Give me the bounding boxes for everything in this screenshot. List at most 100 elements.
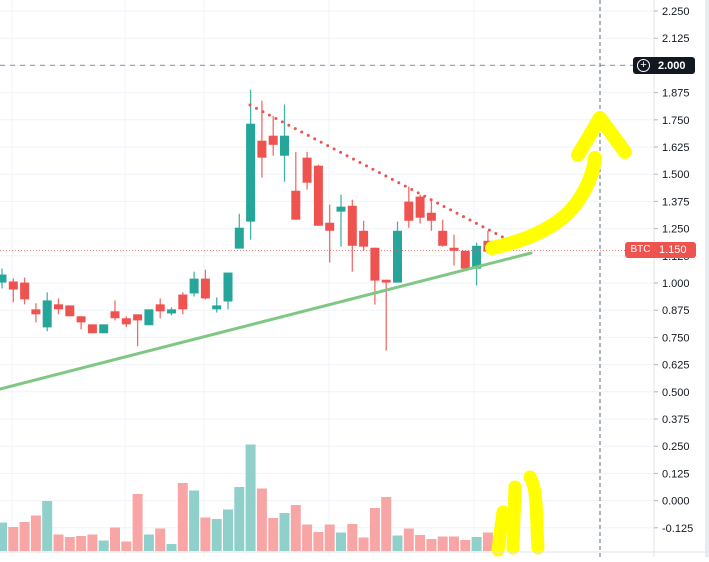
volume-bar (132, 494, 143, 551)
last-price-tag: 1.150 (656, 242, 696, 258)
candle (200, 269, 210, 300)
candle (291, 151, 301, 220)
price-tick-label: -0.125 (662, 523, 693, 535)
volume-bar (358, 537, 369, 551)
volume-bar (143, 534, 154, 551)
last-price-label: 1.150 (659, 244, 687, 256)
candle (325, 204, 335, 263)
price-tick-label: 1.250 (662, 224, 690, 236)
candle (426, 199, 436, 231)
volume-bar (121, 541, 132, 551)
volume-bar (42, 501, 53, 551)
volume-bar (279, 513, 290, 551)
candle (393, 221, 402, 283)
candle (438, 219, 448, 247)
volume-bar (415, 535, 426, 551)
price-tick-label: 0.000 (662, 496, 690, 508)
candle (178, 292, 188, 315)
arrow-up-drawing[interactable] (485, 151, 602, 255)
candle (76, 316, 86, 330)
volume-bar (482, 532, 493, 551)
volume-bar (437, 536, 448, 551)
grid-lines (0, 0, 665, 557)
resistance-trendline[interactable] (248, 103, 516, 245)
arrow-head-drawing[interactable] (571, 111, 632, 162)
candle (370, 247, 380, 305)
plus-circle-icon[interactable]: + (637, 59, 650, 72)
volume-bar (268, 518, 279, 551)
candle (65, 305, 75, 317)
volume-bar (392, 535, 403, 551)
candle (87, 324, 97, 334)
volume-stroke-1[interactable] (491, 505, 510, 557)
volume-stroke-2[interactable] (506, 480, 522, 555)
volume-bar (19, 522, 30, 551)
volume-stroke-3[interactable] (523, 470, 545, 555)
support-trendline[interactable] (0, 251, 533, 391)
price-tick-label: 0.250 (662, 441, 690, 453)
candle (415, 194, 425, 224)
volume-bar (369, 508, 380, 551)
candle (0, 268, 7, 289)
price-tick-label: 1.375 (662, 196, 690, 208)
volume-bar (471, 537, 482, 551)
volume-bar (234, 487, 245, 551)
price-tick-label: 1.000 (662, 278, 690, 290)
candle (223, 272, 233, 310)
volume-bar (53, 534, 64, 551)
candle (234, 213, 244, 249)
candle (31, 303, 41, 323)
price-axis-bg[interactable] (654, 0, 709, 557)
volume-bar (110, 527, 120, 551)
volume-bar (30, 515, 41, 551)
candle (302, 151, 312, 190)
volume-bar (460, 540, 471, 551)
candle (336, 194, 346, 247)
volume-bar (166, 544, 177, 551)
volume-bar (200, 517, 211, 551)
volume-bar (211, 519, 222, 551)
volume-bar (290, 505, 301, 551)
volume-bar (87, 534, 98, 551)
price-tick-label: 1.875 (662, 88, 690, 100)
price-tick-label: 0.375 (662, 414, 690, 426)
candle (54, 298, 63, 315)
volume-bar (256, 488, 267, 551)
candle (42, 292, 52, 332)
volume-bar (245, 444, 256, 551)
crosshair-price-label: 2.000 (658, 59, 686, 72)
volume-bar (313, 532, 324, 551)
price-tick-label: 0.500 (662, 387, 690, 399)
candle (257, 100, 267, 178)
candle (246, 89, 256, 240)
volume-bar (302, 524, 313, 551)
drawings-layer[interactable] (0, 0, 633, 557)
price-tick-label: 0.625 (662, 360, 690, 372)
candle (155, 298, 165, 319)
volume-bar (381, 497, 392, 551)
symbol-label: BTC (630, 244, 651, 255)
volume-bar (64, 537, 75, 551)
candle (167, 307, 176, 316)
price-tick-label: 0.750 (662, 332, 690, 344)
candle (144, 309, 154, 326)
volume-bar (155, 528, 166, 551)
price-tick-label: 2.125 (662, 33, 690, 45)
price-tick-label: 1.625 (662, 142, 690, 154)
right-edge (705, 0, 709, 557)
candle (20, 277, 30, 305)
volume-bar (324, 524, 335, 551)
candle (460, 250, 470, 270)
candle (189, 271, 199, 297)
candle (268, 115, 278, 156)
candle (359, 220, 369, 251)
volume-bar (8, 527, 19, 551)
candle (8, 278, 18, 303)
candle (99, 324, 109, 334)
candlestick-series (0, 89, 493, 351)
price-tick-label: 1.750 (662, 115, 690, 127)
candle (133, 314, 143, 347)
